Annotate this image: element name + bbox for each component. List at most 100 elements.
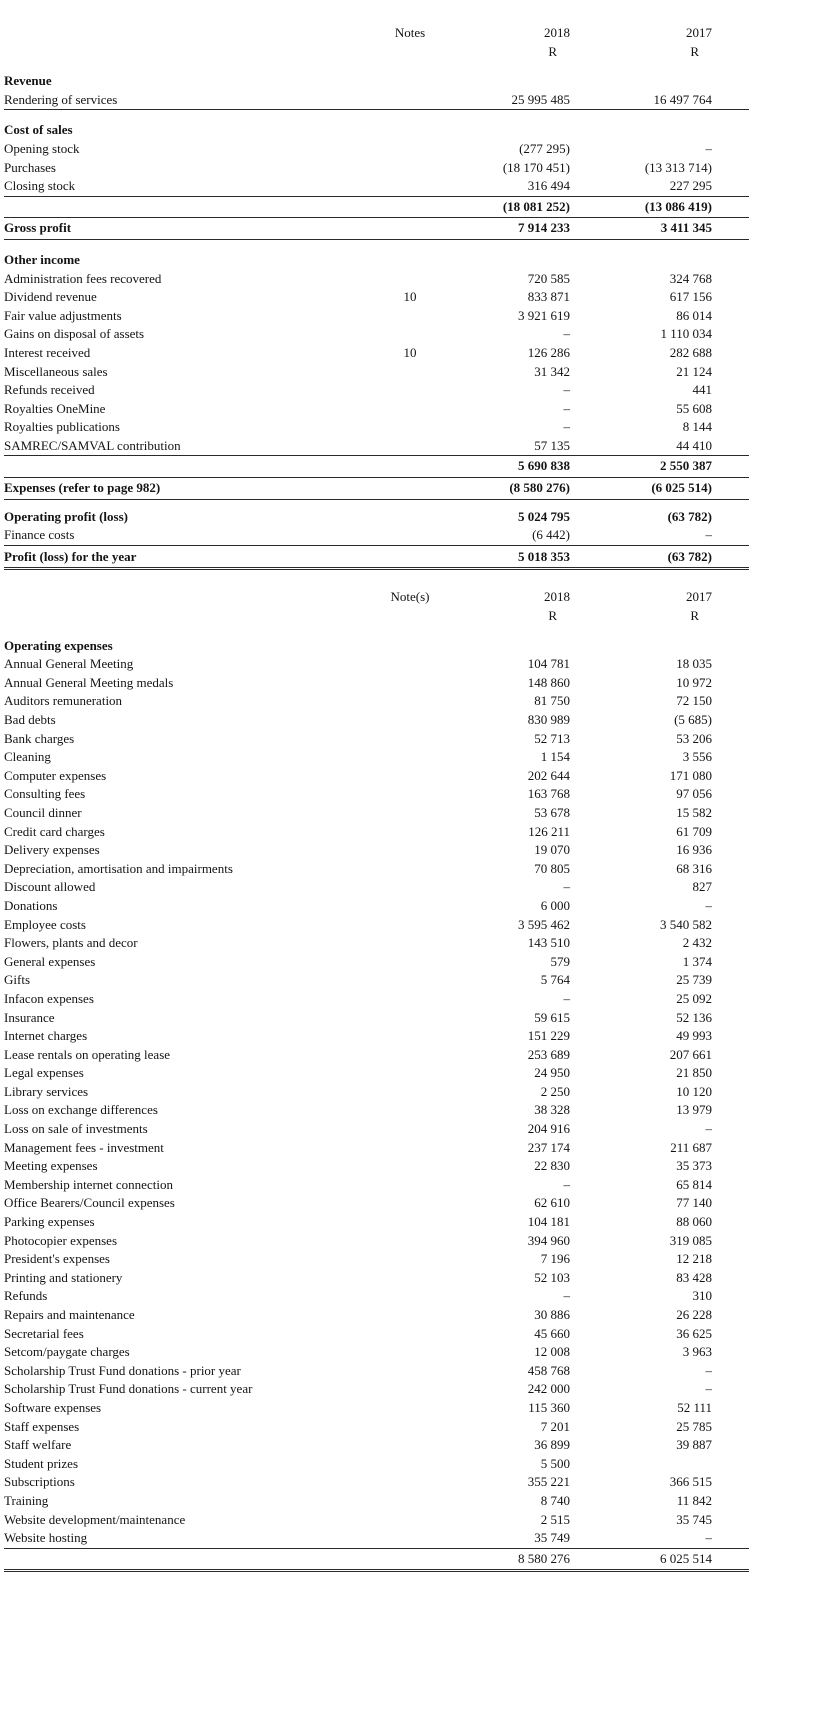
row-label: Internet charges — [4, 1028, 88, 1044]
operating-expenses-row: Insurance 59 615 52 136 — [4, 1009, 749, 1028]
value-2017: 35 373 — [676, 1158, 712, 1174]
row-label: Administration fees recovered — [4, 270, 162, 286]
value-2017: 2 550 387 — [660, 458, 712, 474]
row-label: Meeting expenses — [4, 1158, 98, 1174]
value-2018: 253 689 — [527, 1046, 570, 1062]
row-label: Website hosting — [4, 1530, 88, 1546]
operating-expenses-row: Printing and stationery 52 103 83 428 — [4, 1269, 749, 1288]
value-2017: 26 228 — [676, 1307, 712, 1322]
value-2018: 30 886 — [534, 1307, 570, 1322]
income-statement-row: Fair value adjustments 3 921 619 86 014 — [4, 307, 749, 326]
value-2017: – — [705, 140, 713, 156]
value-2018: 720 585 — [527, 270, 570, 286]
row-label: Opening stock — [4, 140, 80, 156]
row-label: Cost of sales — [4, 122, 73, 138]
value-2017: (6 025 514) — [651, 480, 712, 496]
value-2018: 355 221 — [527, 1474, 570, 1490]
row-label: President's expenses — [4, 1251, 110, 1267]
value-2017: 86 014 — [676, 307, 712, 323]
value-2017: 39 887 — [676, 1437, 712, 1453]
operating-expenses-row: Annual General Meeting 104 781 18 035 — [4, 655, 749, 674]
row-label: Depreciation, amortisation and impairmen… — [4, 860, 233, 876]
value-2018: – — [563, 1288, 571, 1304]
value-2018: 7 201 — [540, 1418, 570, 1434]
row-label: Revenue — [4, 73, 52, 89]
row-label: Office Bearers/Council expenses — [4, 1195, 175, 1211]
row-label: Management fees - investment — [4, 1139, 164, 1155]
operating-expenses-row: Flowers, plants and decor 143 510 2 432 — [4, 934, 749, 953]
operating-expenses-row: Meeting expenses 22 830 35 373 — [4, 1157, 749, 1176]
operating-expenses-row: Scholarship Trust Fund donations - prior… — [4, 1362, 749, 1381]
value-2017: – — [705, 897, 713, 913]
row-label: Finance costs — [4, 527, 75, 543]
value-2017: 1 110 034 — [660, 326, 712, 342]
value-2017: – — [705, 1381, 713, 1397]
row-note: 10 — [403, 344, 417, 360]
value-2018: 5 018 353 — [518, 548, 570, 564]
row-label: Annual General Meeting — [4, 656, 134, 672]
value-2017: 83 428 — [676, 1269, 712, 1285]
income-statement-row: Profit (loss) for the year 5 018 353 (63 7… — [4, 547, 749, 571]
value-2018: 3 921 619 — [518, 307, 570, 323]
value-2017: 35 745 — [676, 1511, 712, 1527]
income-statement-table: Notes 2018 2017 R R Revenue Rendering of servi… — [4, 24, 749, 571]
value-2018: 57 135 — [534, 437, 570, 453]
value-2018: 237 174 — [527, 1139, 570, 1155]
operating-expenses-row: Website hosting 35 749 – — [4, 1529, 749, 1548]
row-label: Scholarship Trust Fund donations - prior… — [4, 1362, 241, 1378]
row-label: Donations — [4, 897, 58, 913]
value-2018: 7 914 233 — [518, 220, 570, 236]
value-2018: – — [563, 326, 571, 342]
row-label: Scholarship Trust Fund donations - curre… — [4, 1381, 253, 1397]
operating-expenses-row: Legal expenses 24 950 21 850 — [4, 1064, 749, 1083]
value-2017: 44 410 — [676, 437, 712, 453]
operating-expenses-row: Infacon expenses – 25 092 — [4, 990, 749, 1009]
row-label: SAMREC/SAMVAL contribution — [4, 437, 181, 453]
value-2018: – — [563, 990, 571, 1006]
income-statement-row: SAMREC/SAMVAL contribution 57 135 44 410 — [4, 437, 749, 456]
value-2017: 21 850 — [676, 1065, 712, 1081]
row-label: Expenses (refer to page 982) — [4, 480, 161, 496]
value-2018: 35 749 — [534, 1530, 570, 1546]
operating-expenses-row: Setcom/paygate charges 12 008 3 963 — [4, 1343, 749, 1362]
operating-expenses-row: Auditors remuneration 81 750 72 150 — [4, 692, 749, 711]
operating-expenses-row: Student prizes 5 500 — [4, 1455, 749, 1474]
value-2017: 97 056 — [676, 786, 712, 802]
value-2017: 282 688 — [669, 344, 712, 360]
value-2017: 3 411 345 — [660, 220, 712, 236]
year-2017-column-header: 2017 — [686, 25, 712, 40]
value-2018: 104 781 — [527, 656, 570, 672]
currency-2017-header: R — [690, 608, 699, 624]
value-2017: 171 080 — [669, 767, 712, 783]
value-2017: 6 025 514 — [660, 1550, 712, 1566]
value-2018: 36 899 — [534, 1437, 570, 1453]
value-2017: 3 556 — [682, 749, 712, 765]
value-2018: – — [563, 879, 571, 895]
value-2018: 5 500 — [540, 1455, 570, 1471]
notes-column-header: Notes — [394, 25, 426, 40]
value-2017: 1 374 — [682, 953, 712, 969]
row-label: Delivery expenses — [4, 842, 100, 858]
row-label: Operating profit (loss) — [4, 508, 128, 524]
operating-expenses-row: Lease rentals on operating lease 253 689 2… — [4, 1046, 749, 1065]
value-2017: 16 936 — [676, 842, 712, 858]
row-label: Photocopier expenses — [4, 1232, 118, 1248]
row-label: Fair value adjustments — [4, 307, 122, 323]
income-statement-row: Miscellaneous sales 31 342 21 124 — [4, 363, 749, 382]
value-2017: 11 842 — [676, 1492, 712, 1508]
value-2018: (18 170 451) — [502, 159, 570, 175]
value-2018: 394 960 — [527, 1232, 570, 1248]
value-2018: 163 768 — [527, 786, 570, 802]
value-2017: 319 085 — [669, 1232, 712, 1248]
income-statement-row: Royalties publications – 8 144 — [4, 418, 749, 437]
income-statement-row: Gross profit 7 914 233 3 411 345 — [4, 218, 749, 240]
income-statement-row: Closing stock 316 494 227 295 — [4, 177, 749, 196]
value-2017: 827 — [692, 879, 713, 895]
value-2017: 324 768 — [669, 270, 712, 286]
operating-expenses-row: Consulting fees 163 768 97 056 — [4, 785, 749, 804]
income-statement-row: Finance costs (6 442) – — [4, 526, 749, 546]
value-2017: 68 316 — [676, 860, 712, 876]
income-statement-row: Interest received 10 126 286 282 688 — [4, 344, 749, 363]
value-2018: 579 — [550, 953, 571, 969]
